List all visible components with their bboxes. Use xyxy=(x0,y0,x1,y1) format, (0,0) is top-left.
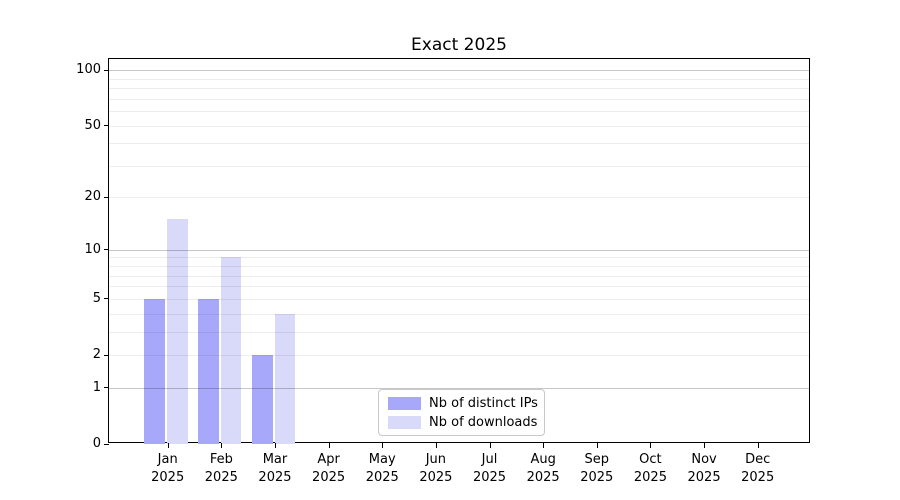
x-tick-label: Dec 2025 xyxy=(741,452,775,485)
gridline-minor xyxy=(109,298,809,300)
y-tick-mark xyxy=(104,354,109,356)
x-tick-label: Jun 2025 xyxy=(419,452,453,485)
x-tick-label: May 2025 xyxy=(365,452,399,485)
x-tick-label: Oct 2025 xyxy=(633,452,667,485)
y-tick-label: 20 xyxy=(84,189,101,205)
y-tick-label: 1 xyxy=(92,379,101,395)
y-tick-label: 5 xyxy=(92,290,101,306)
gridline-major xyxy=(109,70,809,72)
x-tick-label: Jul 2025 xyxy=(472,452,507,485)
x-tick-mark xyxy=(274,443,276,448)
gridline-major xyxy=(109,387,809,389)
x-tick-mark xyxy=(650,443,652,448)
legend-swatch-icon xyxy=(388,415,421,429)
y-tick-mark xyxy=(104,196,109,198)
bar-downloads-mar xyxy=(274,313,295,444)
bar-downloads-feb xyxy=(220,257,242,444)
gridline-minor xyxy=(109,98,809,100)
x-tick-mark xyxy=(489,443,491,448)
y-tick-mark xyxy=(104,69,109,71)
gridline-minor xyxy=(109,275,809,277)
gridline-minor xyxy=(109,313,809,315)
gridline-minor xyxy=(109,165,809,167)
x-tick-label: Mar 2025 xyxy=(258,452,292,485)
plot-area: 0 1 2 5 10 20 50 100 Jan 2025 Feb 2025 Mar 2025 Apr… xyxy=(76,58,810,485)
gridline-minor xyxy=(109,111,809,113)
y-tick-label: 100 xyxy=(76,62,101,78)
x-tick-mark xyxy=(757,443,759,448)
y-tick-mark xyxy=(104,443,109,445)
bar-downloads-jan xyxy=(167,219,188,444)
x-tick-mark xyxy=(167,443,169,448)
bar-distinct-ips-mar xyxy=(251,355,273,444)
y-tick-mark xyxy=(104,125,109,127)
gridline-minor xyxy=(109,355,809,356)
x-tick-label: Nov 2025 xyxy=(687,452,721,485)
gridline-major xyxy=(109,249,809,251)
gridline-minor xyxy=(109,88,809,90)
y-tick-mark xyxy=(104,249,109,251)
y-tick-label: 50 xyxy=(84,117,101,133)
gridline-minor xyxy=(109,197,809,199)
x-tick-label: Jan 2025 xyxy=(151,452,185,485)
legend-row: Nb of distinct IPs xyxy=(388,396,544,411)
y-tick-mark xyxy=(104,298,109,300)
legend-label: Nb of distinct IPs xyxy=(429,395,538,411)
bar-distinct-ips-jan xyxy=(144,298,166,444)
legend: Nb of distinct IPs Nb of downloads xyxy=(378,389,545,436)
x-tick-mark xyxy=(704,443,706,448)
legend-row: Nb of downloads xyxy=(388,415,544,430)
legend-swatch-icon xyxy=(388,396,421,410)
x-tick-label: Aug 2025 xyxy=(526,452,560,485)
x-tick-mark xyxy=(328,443,330,448)
x-tick-mark xyxy=(435,443,437,448)
x-tick-mark xyxy=(221,443,223,448)
x-tick-mark xyxy=(543,443,545,448)
gridline-minor xyxy=(109,143,809,145)
x-tick-label: Apr 2025 xyxy=(312,452,346,485)
y-tick-mark xyxy=(104,387,109,389)
legend-label: Nb of downloads xyxy=(429,414,538,430)
x-tick-mark xyxy=(382,443,384,448)
bar-distinct-ips-feb xyxy=(197,298,219,444)
gridline-minor xyxy=(109,78,809,80)
chart-title: Exact 2025 xyxy=(411,35,507,55)
gridline-minor xyxy=(109,331,809,333)
y-tick-label: 2 xyxy=(92,347,101,362)
y-tick-label: 0 xyxy=(92,436,101,451)
x-tick-mark xyxy=(596,443,598,448)
gridline-minor xyxy=(109,125,809,127)
x-tick-label: Feb 2025 xyxy=(204,452,238,485)
x-tick-label: Sep 2025 xyxy=(580,452,614,485)
y-tick-label: 10 xyxy=(84,241,101,257)
gridline-minor xyxy=(109,286,809,288)
gridline-minor xyxy=(109,257,809,259)
gridline-minor xyxy=(109,266,809,268)
